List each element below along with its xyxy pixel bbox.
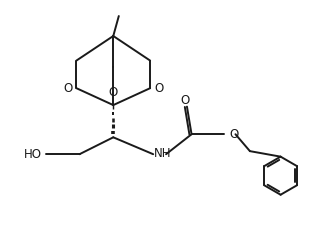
Text: O: O bbox=[181, 94, 190, 107]
Text: NH: NH bbox=[154, 147, 172, 160]
Text: O: O bbox=[109, 86, 118, 99]
Text: O: O bbox=[229, 128, 238, 141]
Text: O: O bbox=[154, 82, 163, 95]
Text: O: O bbox=[63, 82, 72, 95]
Text: HO: HO bbox=[24, 148, 42, 161]
